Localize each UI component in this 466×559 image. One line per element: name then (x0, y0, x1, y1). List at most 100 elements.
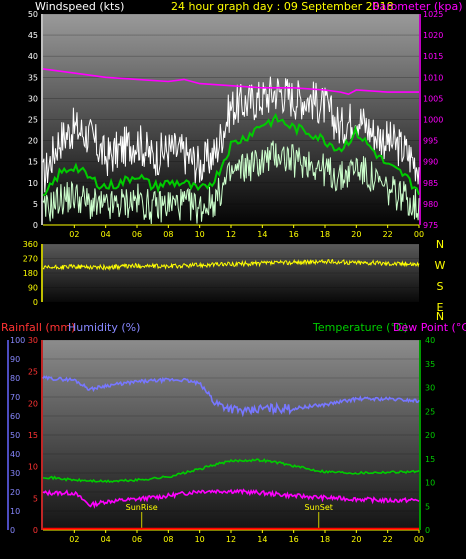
direction-y-tick: 270 (23, 255, 38, 264)
temperature-axis-label: Temperature (°C) (312, 321, 408, 334)
rainfall-y-tick: 0 (33, 526, 38, 535)
wind-y-tick: 0 (33, 221, 38, 230)
humidity-y-tick: 0 (10, 526, 15, 535)
wind-x-tick: 22 (383, 230, 393, 239)
wind-x-tick: 00 (414, 230, 424, 239)
barometer-y-tick: 1010 (423, 73, 443, 82)
humidity-series (42, 375, 420, 418)
direction-y-tick: 180 (23, 269, 38, 278)
dewpoint-series (42, 488, 420, 509)
compass-label: N (436, 310, 444, 323)
barometer-y-tick: 1025 (423, 10, 443, 19)
compass-label: E (437, 301, 444, 314)
rainfall-axis-label: Rainfall (mm) (1, 321, 75, 334)
rainfall-y-tick: 20 (28, 399, 38, 408)
rainfall-y-tick: 30 (28, 336, 38, 345)
climate-x-tick: 18 (320, 535, 330, 544)
wind-y-tick: 45 (28, 31, 38, 40)
direction-panel (43, 244, 419, 302)
wind-y-tick: 15 (28, 158, 38, 167)
climate-x-tick: 14 (257, 535, 267, 544)
compass-label: S (437, 280, 444, 293)
wind-axis-label: Windspeed (kts) (35, 0, 124, 13)
rainfall-y-tick: 10 (28, 463, 38, 472)
climate-x-tick: 02 (69, 535, 79, 544)
wind-x-tick: 08 (163, 230, 173, 239)
wind-x-tick: 10 (195, 230, 205, 239)
direction-y-tick: 0 (33, 298, 38, 307)
climate-x-tick: 08 (163, 535, 173, 544)
wind-x-tick: 06 (132, 230, 142, 239)
climate-x-tick: 10 (195, 535, 205, 544)
humidity-y-tick: 60 (10, 412, 20, 421)
lull-series (42, 140, 420, 225)
compass-label: N (436, 238, 444, 251)
temperature-y-tick: 35 (425, 360, 435, 369)
rainfall-y-tick: 25 (28, 368, 38, 377)
wind-x-tick: 12 (226, 230, 236, 239)
direction-y-tick: 360 (23, 240, 38, 249)
wind-panel (43, 14, 419, 225)
barometer-y-tick: 995 (423, 137, 438, 146)
barometer-series (42, 68, 419, 96)
barometer-y-tick: 980 (423, 200, 438, 209)
wind-y-tick: 40 (28, 52, 38, 61)
wind-y-tick: 25 (28, 116, 38, 125)
humidity-y-tick: 100 (10, 336, 25, 345)
climate-x-tick: 20 (351, 535, 361, 544)
temperature-y-tick: 40 (425, 336, 435, 345)
wind-x-tick: 18 (320, 230, 330, 239)
humidity-y-tick: 80 (10, 374, 20, 383)
direction-series (42, 258, 420, 271)
barometer-axis-label: Barometer (kpa) (372, 0, 463, 13)
wind-x-tick: 14 (257, 230, 267, 239)
humidity-y-tick: 30 (10, 469, 20, 478)
barometer-y-tick: 1015 (423, 52, 443, 61)
barometer-y-tick: 990 (423, 158, 438, 167)
wind-y-tick: 35 (28, 73, 38, 82)
humidity-y-tick: 10 (10, 507, 20, 516)
wind-y-tick: 10 (28, 179, 38, 188)
barometer-y-tick: 975 (423, 221, 438, 230)
dewpoint-axis-label: Dew Point (°C) (393, 321, 466, 334)
humidity-y-tick: 70 (10, 393, 20, 402)
temperature-y-tick: 5 (425, 502, 430, 511)
wind-x-tick: 20 (351, 230, 361, 239)
temperature-y-tick: 15 (425, 455, 435, 464)
barometer-y-tick: 1005 (423, 94, 443, 103)
rainfall-y-tick: 5 (33, 494, 38, 503)
climate-x-tick: 16 (289, 535, 299, 544)
sunrise-label: SunRise (126, 503, 158, 512)
wind-y-tick: 50 (28, 10, 38, 19)
humidity-y-tick: 90 (10, 355, 20, 364)
wind-y-tick: 30 (28, 94, 38, 103)
rainfall-y-tick: 15 (28, 431, 38, 440)
climate-x-tick: 00 (414, 535, 424, 544)
temperature-series (42, 458, 420, 484)
barometer-y-tick: 1000 (423, 116, 443, 125)
humidity-y-tick: 40 (10, 450, 20, 459)
wind-x-tick: 16 (289, 230, 299, 239)
temperature-y-tick: 25 (425, 407, 435, 416)
average-series (42, 112, 420, 197)
barometer-y-tick: 1020 (423, 31, 443, 40)
climate-x-tick: 12 (226, 535, 236, 544)
temperature-y-tick: 30 (425, 384, 435, 393)
climate-x-tick: 22 (383, 535, 393, 544)
temperature-y-tick: 10 (425, 479, 435, 488)
sunset-label: SunSet (305, 503, 333, 512)
barometer-y-tick: 985 (423, 179, 438, 188)
temperature-y-tick: 0 (425, 526, 430, 535)
compass-label: W (435, 259, 446, 272)
wind-x-tick: 04 (101, 230, 111, 239)
chart-title: 24 hour graph day : 09 September 2018 (171, 0, 394, 13)
wind-y-tick: 20 (28, 137, 38, 146)
temperature-y-tick: 20 (425, 431, 435, 440)
wind-y-tick: 5 (33, 200, 38, 209)
humidity-axis-label: Humidity (%) (68, 321, 140, 334)
climate-panel (43, 340, 419, 530)
wind-x-tick: 02 (69, 230, 79, 239)
climate-x-tick: 06 (132, 535, 142, 544)
